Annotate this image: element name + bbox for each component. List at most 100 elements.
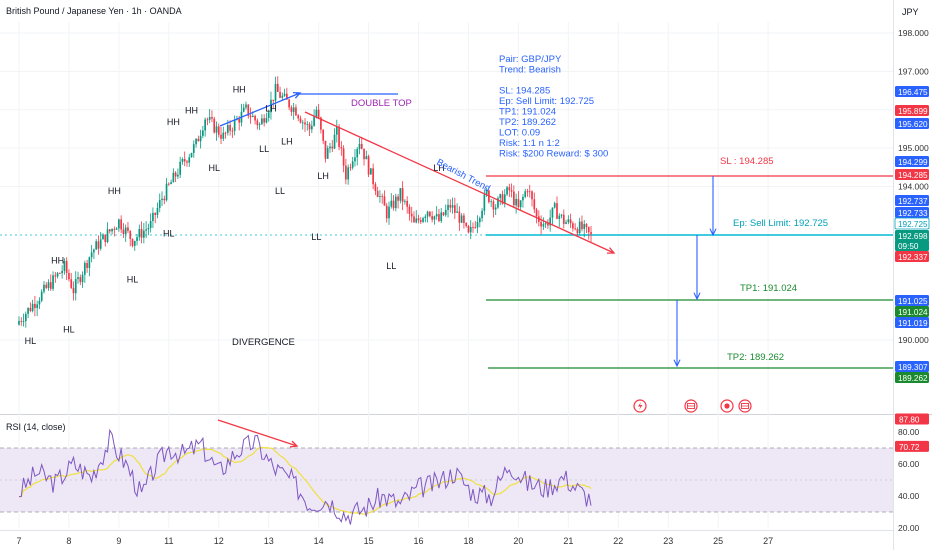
candle-body[interactable] <box>345 165 347 180</box>
record-icon[interactable] <box>720 399 734 413</box>
candle-body[interactable] <box>354 157 356 162</box>
candle-body[interactable] <box>483 194 486 211</box>
candle-body[interactable] <box>351 161 354 168</box>
candle-body[interactable] <box>131 238 134 246</box>
candle-body[interactable] <box>322 129 325 141</box>
candle-body[interactable] <box>410 213 413 217</box>
candle-body[interactable] <box>456 211 458 213</box>
candle-body[interactable] <box>324 140 327 159</box>
candle-body[interactable] <box>478 218 481 223</box>
candle-body[interactable] <box>338 126 340 147</box>
candle-body[interactable] <box>52 275 54 289</box>
candle-body[interactable] <box>449 204 452 208</box>
rsi-panel[interactable] <box>0 428 893 525</box>
candle-body[interactable] <box>186 161 188 163</box>
candle-body[interactable] <box>18 320 20 325</box>
candle-body[interactable] <box>242 107 245 112</box>
candle-body[interactable] <box>304 122 306 125</box>
candle-body[interactable] <box>229 125 231 131</box>
candle-body[interactable] <box>408 206 411 214</box>
candle-body[interactable] <box>585 224 588 227</box>
candle-body[interactable] <box>113 228 116 230</box>
candle-body[interactable] <box>88 257 91 268</box>
candle-body[interactable] <box>120 219 122 230</box>
candle-body[interactable] <box>335 126 338 135</box>
candle-body[interactable] <box>286 93 288 100</box>
candle-body[interactable] <box>152 212 154 222</box>
candle-body[interactable] <box>70 279 73 288</box>
candle-body[interactable] <box>542 224 545 227</box>
candle-body[interactable] <box>560 214 563 216</box>
candle-body[interactable] <box>513 191 515 206</box>
candle-body[interactable] <box>440 212 443 222</box>
candle-body[interactable] <box>106 229 109 243</box>
candle-body[interactable] <box>45 284 48 288</box>
candle-body[interactable] <box>356 148 359 158</box>
candle-body[interactable] <box>508 187 511 191</box>
candle-body[interactable] <box>165 183 168 201</box>
candle-body[interactable] <box>519 200 522 208</box>
candle-body[interactable] <box>22 321 25 322</box>
candle-body[interactable] <box>124 227 127 235</box>
candle-body[interactable] <box>38 300 41 305</box>
candle-body[interactable] <box>458 211 461 223</box>
candle-body[interactable] <box>95 241 98 250</box>
candle-body[interactable] <box>170 182 172 185</box>
candle-body[interactable] <box>444 209 447 216</box>
candle-body[interactable] <box>72 287 75 294</box>
flag-icon[interactable] <box>738 399 752 413</box>
candle-body[interactable] <box>556 203 558 219</box>
candle-body[interactable] <box>388 206 390 219</box>
candle-body[interactable] <box>306 124 309 125</box>
candle-body[interactable] <box>301 122 304 124</box>
candle-body[interactable] <box>553 203 556 208</box>
candle-body[interactable] <box>222 132 225 139</box>
candle-body[interactable] <box>417 218 420 221</box>
candle-body[interactable] <box>190 152 193 158</box>
candle-body[interactable] <box>215 126 218 133</box>
candle-body[interactable] <box>192 144 195 153</box>
candle-body[interactable] <box>406 200 409 207</box>
candle-body[interactable] <box>429 211 431 217</box>
candle-body[interactable] <box>279 91 281 98</box>
candle-body[interactable] <box>195 138 197 145</box>
candle-body[interactable] <box>238 119 241 123</box>
candle-body[interactable] <box>204 119 206 131</box>
candle-body[interactable] <box>540 221 542 227</box>
candle-body[interactable] <box>481 210 483 219</box>
candle-body[interactable] <box>90 252 93 258</box>
candle-body[interactable] <box>431 216 433 220</box>
candle-body[interactable] <box>181 159 184 162</box>
candle-body[interactable] <box>118 219 120 229</box>
candle-body[interactable] <box>163 198 166 201</box>
candle-body[interactable] <box>226 125 229 133</box>
candle-body[interactable] <box>77 277 79 280</box>
candle-body[interactable] <box>465 222 468 226</box>
candle-body[interactable] <box>485 190 488 195</box>
candle-body[interactable] <box>310 125 313 130</box>
candle-body[interactable] <box>270 99 272 113</box>
candle-body[interactable] <box>497 198 499 208</box>
candle-body[interactable] <box>383 196 386 206</box>
candle-body[interactable] <box>349 167 352 169</box>
candle-body[interactable] <box>526 191 529 193</box>
candle-body[interactable] <box>188 157 191 163</box>
candle-body[interactable] <box>397 196 399 201</box>
candle-body[interactable] <box>565 222 567 224</box>
candle-body[interactable] <box>267 112 270 118</box>
candle-body[interactable] <box>63 260 66 271</box>
candle-body[interactable] <box>20 320 23 322</box>
candle-body[interactable] <box>363 148 365 160</box>
candle-body[interactable] <box>213 118 216 133</box>
candle-body[interactable] <box>413 216 415 223</box>
candle-body[interactable] <box>68 272 70 280</box>
candle-body[interactable] <box>426 211 429 217</box>
candle-body[interactable] <box>590 232 592 234</box>
candle-body[interactable] <box>127 227 129 231</box>
candle-body[interactable] <box>583 224 586 230</box>
flag-icon[interactable] <box>684 399 698 413</box>
candle-body[interactable] <box>274 83 277 101</box>
candle-body[interactable] <box>347 167 349 180</box>
candle-body[interactable] <box>34 303 36 309</box>
